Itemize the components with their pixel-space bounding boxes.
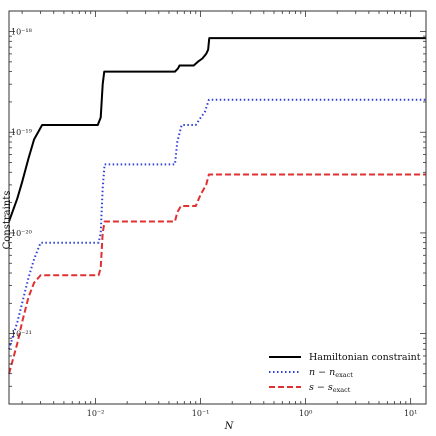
plot-area bbox=[8, 10, 427, 405]
plot-frame bbox=[8, 10, 427, 405]
y-tick-label-3: 10⁻¹⁸ bbox=[11, 28, 32, 37]
y-tick-label-1: 10⁻²⁰ bbox=[11, 229, 32, 238]
series-line-0 bbox=[8, 37, 426, 222]
series-line-2 bbox=[8, 173, 426, 374]
legend-entry-n: n − nexact bbox=[269, 367, 353, 379]
legend-label-s: s − sexact bbox=[309, 382, 351, 394]
y-axis-label: Constraints bbox=[2, 191, 13, 250]
series-layer bbox=[8, 37, 426, 374]
legend: Hamiltonian constraint n − nexact s − se… bbox=[266, 348, 422, 398]
legend-entry-hamiltonian: Hamiltonian constraint bbox=[269, 352, 421, 363]
ticks-layer bbox=[9, 11, 426, 405]
legend-label-n: n − nexact bbox=[309, 367, 353, 379]
series-line-1 bbox=[8, 98, 426, 350]
x-axis-label: N bbox=[224, 421, 235, 432]
y-tick-label-0: 10⁻²¹ bbox=[11, 330, 32, 339]
x-tick-label-2: 10⁰ bbox=[299, 409, 312, 418]
x-tick-label-1: 10⁻¹ bbox=[192, 409, 210, 418]
x-tick-label-3: 10¹ bbox=[404, 409, 417, 418]
legend-entry-s: s − sexact bbox=[269, 382, 351, 394]
tick-labels: 10⁻² 10⁻¹ 10⁰ 10¹ 10⁻²¹ 10⁻²⁰ 10⁻¹⁹ 10⁻¹⁸ bbox=[11, 28, 417, 418]
legend-label-hamiltonian: Hamiltonian constraint bbox=[309, 352, 421, 363]
y-tick-label-2: 10⁻¹⁹ bbox=[11, 128, 33, 137]
x-tick-label-0: 10⁻² bbox=[87, 409, 105, 418]
